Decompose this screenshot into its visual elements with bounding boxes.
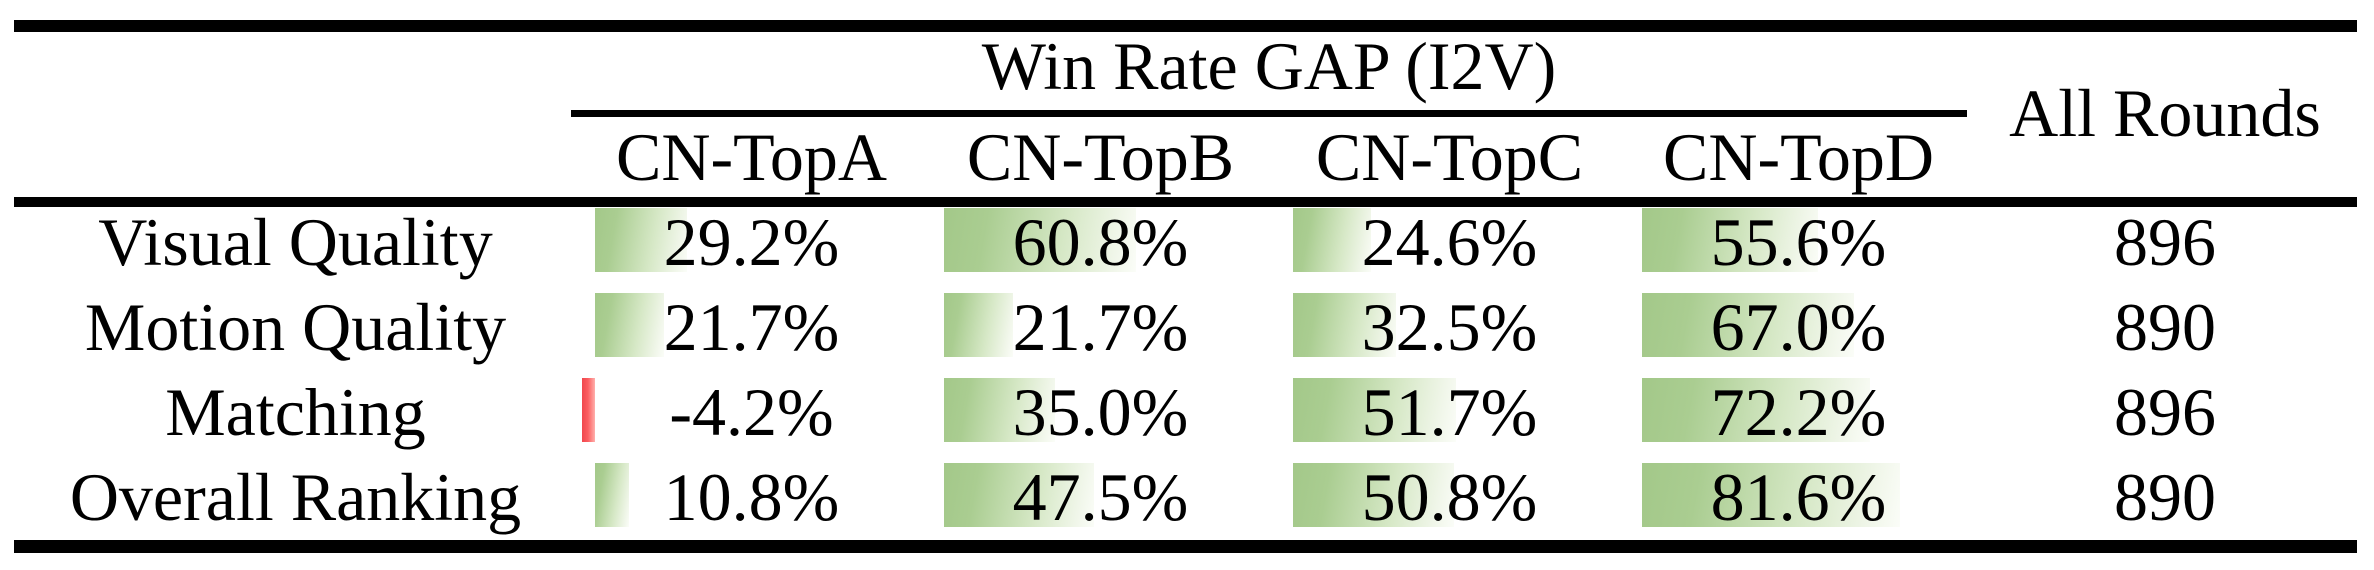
positive-data-bar — [1642, 293, 1854, 357]
table-body: Visual Quality 29.2% 60.8% 24.6% 55.6% 896 Mot… — [0, 200, 2374, 540]
win-rate-value: 60.8% — [1012, 204, 1189, 280]
row-label: Matching — [165, 374, 426, 450]
win-rate-cell: 60.8% — [926, 200, 1275, 285]
win-rate-value: 50.8% — [1361, 459, 1538, 535]
win-rate-value: 21.7% — [663, 289, 840, 365]
positive-data-bar — [595, 463, 629, 527]
positive-data-bar — [1293, 293, 1396, 357]
negative-data-bar — [582, 378, 595, 442]
positive-data-bar — [595, 293, 664, 357]
positive-data-bar — [944, 293, 1013, 357]
positive-data-bar — [944, 463, 1094, 527]
positive-data-bar — [595, 208, 687, 272]
header-separator-rule — [14, 197, 2357, 207]
table-row: Matching -4.2% 35.0% 51.7% 72.2% 896 — [0, 370, 2374, 455]
win-rate-cell: 24.6% — [1275, 200, 1624, 285]
column-header-cn-topc: CN-TopC — [1315, 118, 1584, 195]
row-label: Overall Ranking — [69, 459, 522, 535]
win-rate-value: 55.6% — [1710, 204, 1887, 280]
positive-data-bar — [1642, 208, 1818, 272]
win-rate-cell: 51.7% — [1275, 370, 1624, 455]
positive-data-bar — [944, 208, 1136, 272]
positive-data-bar — [1642, 378, 1870, 442]
column-header-all-rounds: All Rounds — [2009, 75, 2321, 151]
win-rate-cell: 21.7% — [926, 285, 1275, 370]
win-rate-value: 24.6% — [1361, 204, 1538, 280]
positive-data-bar — [1642, 463, 1900, 527]
win-rate-cell: 32.5% — [1275, 285, 1624, 370]
column-header-cn-topa: CN-TopA — [615, 118, 887, 195]
win-rate-cell: 72.2% — [1624, 370, 1973, 455]
win-rate-value: 81.6% — [1710, 459, 1887, 535]
table-top-rule — [14, 20, 2357, 32]
win-rate-value: -4.2% — [669, 374, 834, 450]
all-rounds-value: 896 — [2114, 204, 2216, 280]
positive-data-bar — [1293, 208, 1371, 272]
win-rate-cell: 47.5% — [926, 455, 1275, 540]
win-rate-cell: 81.6% — [1624, 455, 1973, 540]
table-row: Motion Quality 21.7% 21.7% 32.5% 67.0% 890 — [0, 285, 2374, 370]
positive-data-bar — [944, 378, 1055, 442]
group-header-underline-rule — [571, 110, 1967, 117]
table-row: Visual Quality 29.2% 60.8% 24.6% 55.6% 896 — [0, 200, 2374, 285]
column-header-cn-topd: CN-TopD — [1662, 118, 1934, 195]
win-rate-cell: 50.8% — [1275, 455, 1624, 540]
win-rate-value: 32.5% — [1361, 289, 1538, 365]
win-rate-value: 35.0% — [1012, 374, 1189, 450]
win-rate-cell: 29.2% — [577, 200, 926, 285]
row-label: Motion Quality — [84, 289, 507, 365]
win-rate-value: 21.7% — [1012, 289, 1189, 365]
table-row: Overall Ranking 10.8% 47.5% 50.8% 81.6% 890 — [0, 455, 2374, 540]
win-rate-cell: 10.8% — [577, 455, 926, 540]
column-header-cn-topb: CN-TopB — [966, 118, 1235, 195]
win-rate-cell: 21.7% — [577, 285, 926, 370]
win-rate-value: 51.7% — [1361, 374, 1538, 450]
all-rounds-value: 896 — [2114, 374, 2216, 450]
positive-data-bar — [1293, 378, 1456, 442]
win-rate-value: 47.5% — [1012, 459, 1189, 535]
positive-data-bar — [1293, 463, 1454, 527]
win-rate-value: 10.8% — [663, 459, 840, 535]
win-rate-cell: -4.2% — [577, 370, 926, 455]
win-rate-cell: 67.0% — [1624, 285, 1973, 370]
win-rate-cell: 55.6% — [1624, 200, 1973, 285]
group-header-win-rate-gap: Win Rate GAP (I2V) — [981, 27, 1557, 104]
win-rate-cell: 35.0% — [926, 370, 1275, 455]
win-rate-value: 29.2% — [663, 204, 840, 280]
row-label: Visual Quality — [98, 204, 493, 280]
all-rounds-value: 890 — [2114, 289, 2216, 365]
table-bottom-rule — [14, 540, 2357, 553]
win-rate-value: 72.2% — [1710, 374, 1887, 450]
win-rate-value: 67.0% — [1710, 289, 1887, 365]
all-rounds-value: 890 — [2114, 459, 2216, 535]
